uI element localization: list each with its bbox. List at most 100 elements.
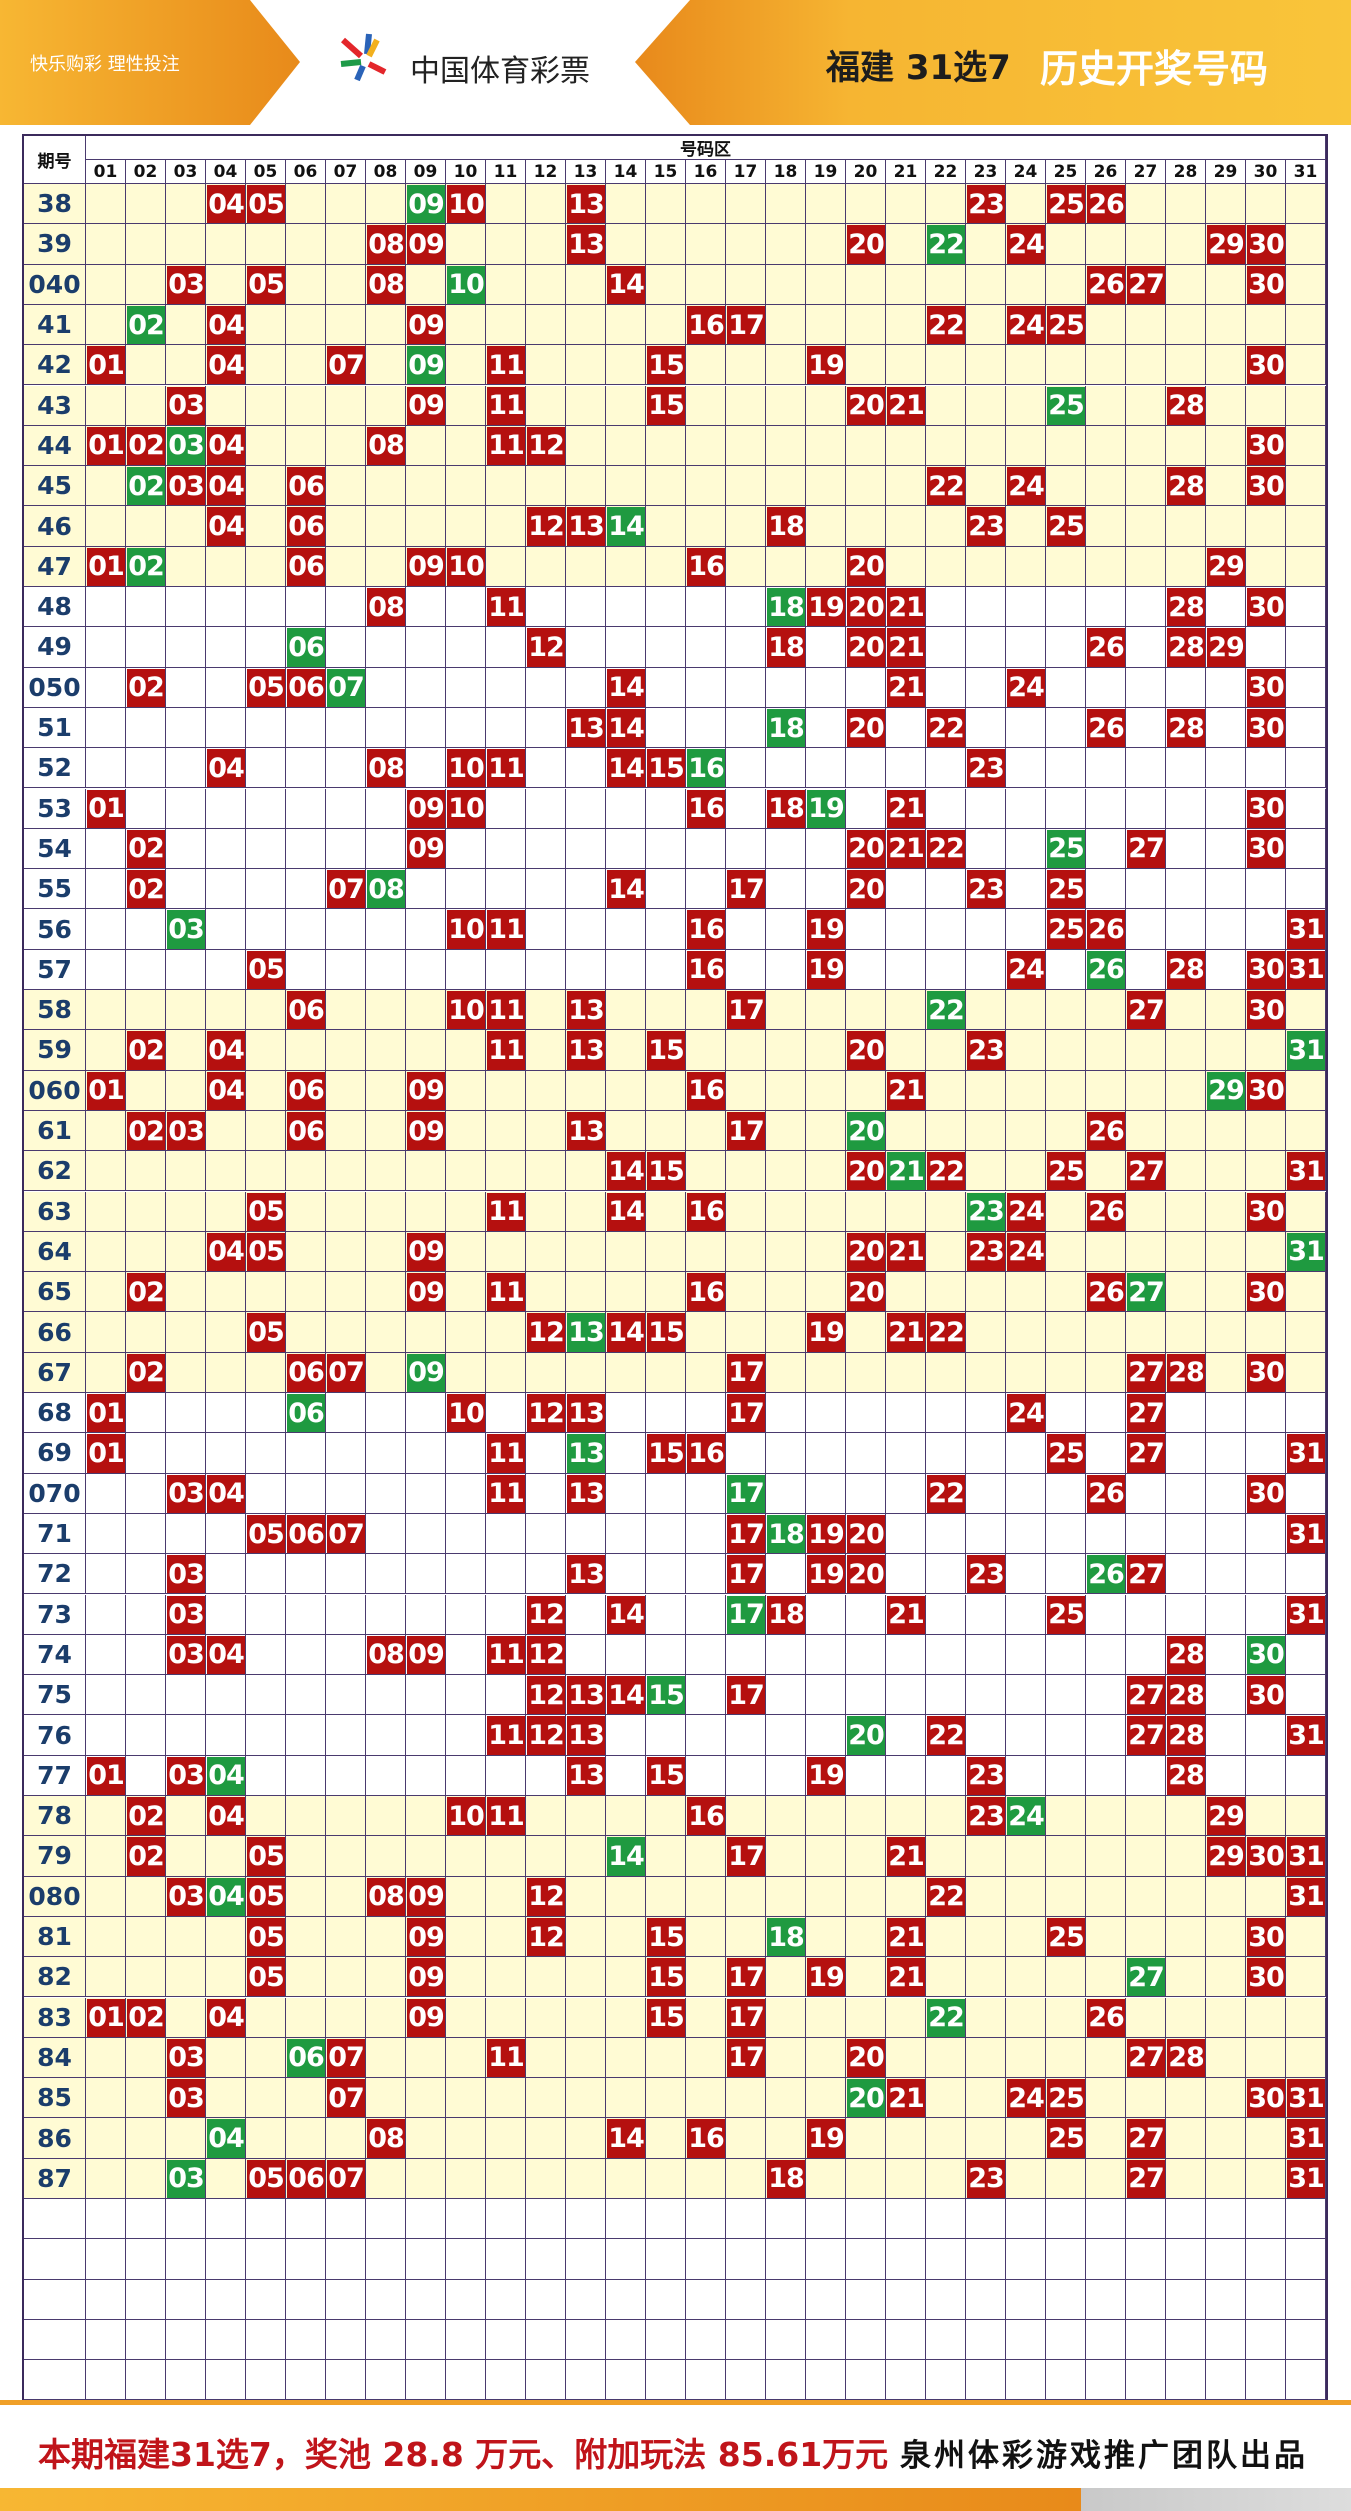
grid-cell (566, 304, 606, 346)
grid-cell (446, 506, 486, 547)
grid-cell (1006, 1513, 1046, 1555)
grid-cell (526, 2360, 566, 2401)
grid-cell (566, 1634, 606, 1676)
grid-cell (966, 1272, 1006, 1313)
grid-cell (86, 2360, 126, 2401)
grid-cell (526, 2199, 566, 2240)
grid-cell (486, 304, 526, 346)
grid-cell (1126, 2360, 1166, 2401)
grid-cell (1046, 1030, 1086, 1071)
grid-cell (126, 990, 166, 1031)
red-ball: 02 (127, 426, 165, 466)
grid-cell (1286, 425, 1326, 467)
red-ball: 23 (967, 870, 1005, 909)
grid-cell (406, 1151, 446, 1192)
grid-cell (1206, 587, 1246, 628)
issue-cell: 84 (24, 2037, 86, 2079)
grid-cell (766, 1030, 806, 1071)
red-ball: 06 (287, 547, 325, 586)
grid-cell (1126, 2199, 1166, 2240)
grid-cell (806, 224, 846, 265)
grid-cell (406, 2158, 446, 2199)
grid-cell (526, 1030, 566, 1071)
red-ball: 15 (647, 346, 685, 385)
grid-cell (206, 627, 246, 668)
grid-cell (1286, 345, 1326, 386)
grid-cell (366, 1393, 406, 1434)
red-ball: 08 (367, 225, 405, 264)
grid-cell (1246, 1876, 1286, 1917)
grid-cell (806, 385, 846, 426)
red-ball: 02 (127, 870, 165, 909)
grid-cell (1006, 1957, 1046, 1998)
green-ball: 30 (1247, 1635, 1285, 1675)
grid-cell (606, 1916, 646, 1958)
grid-cell (486, 1916, 526, 1958)
grid-cell (166, 1997, 206, 2038)
grid-cell (886, 2239, 926, 2280)
grid-cell (1126, 1796, 1166, 1837)
grid-cell (926, 1916, 966, 1958)
column-header: 12 (526, 160, 566, 184)
red-ball: 17 (727, 870, 765, 909)
grid-cell (406, 2037, 446, 2079)
issue-cell: 43 (24, 385, 86, 426)
red-ball: 11 (487, 426, 525, 466)
grid-cell (446, 1433, 486, 1474)
grid-cell (686, 1675, 726, 1716)
red-ball: 19 (807, 910, 845, 949)
red-ball: 17 (727, 1998, 765, 2037)
grid-cell (206, 667, 246, 708)
grid-cell (1086, 1836, 1126, 1877)
grid-cell (646, 1352, 686, 1393)
grid-cell (646, 828, 686, 870)
grid-cell (86, 587, 126, 628)
grid-cell (686, 1836, 726, 1877)
red-ball: 30 (1247, 708, 1285, 748)
grid-cell (246, 466, 286, 507)
red-ball: 28 (1167, 950, 1205, 989)
grid-cell (846, 506, 886, 547)
grid-cell (86, 224, 126, 265)
grid-cell (606, 304, 646, 346)
grid-cell (1206, 1110, 1246, 1152)
grid-cell (1046, 1634, 1086, 1676)
red-ball: 24 (1007, 1232, 1045, 1272)
red-ball: 24 (1007, 1192, 1045, 1231)
grid-cell (1006, 506, 1046, 547)
page-title: 历史开奖号码 (1040, 47, 1269, 91)
grid-cell (806, 1151, 846, 1192)
grid-cell (1206, 1594, 1246, 1635)
grid-cell (686, 1393, 726, 1434)
red-ball: 30 (1247, 829, 1285, 869)
grid-cell (126, 788, 166, 829)
red-ball: 17 (727, 1111, 765, 1151)
grid-cell (566, 1836, 606, 1877)
grid-cell (1046, 1473, 1086, 1514)
red-ball: 02 (127, 1111, 165, 1151)
grid-cell (726, 546, 766, 587)
grid-cell (406, 2199, 446, 2240)
grid-cell (1126, 345, 1166, 386)
grid-cell (1286, 587, 1326, 628)
grid-cell (286, 869, 326, 910)
green-ball: 16 (687, 749, 725, 788)
grid-cell (646, 1513, 686, 1555)
grid-cell (1046, 627, 1086, 668)
grid-cell (1006, 1997, 1046, 2038)
grid-cell (246, 1675, 286, 1716)
grid-cell (526, 788, 566, 829)
grid-cell (766, 869, 806, 910)
grid-cell (366, 1272, 406, 1313)
red-ball: 02 (127, 1031, 165, 1070)
grid-cell (126, 2199, 166, 2240)
red-ball: 03 (167, 2038, 205, 2078)
grid-cell (86, 1634, 126, 1676)
red-ball: 26 (1087, 1111, 1125, 1151)
red-ball: 07 (327, 2079, 365, 2118)
grid-cell (206, 869, 246, 910)
green-ball: 02 (127, 467, 165, 506)
red-ball: 23 (967, 1797, 1005, 1836)
grid-cell (1086, 466, 1126, 507)
grid-cell (886, 184, 926, 225)
